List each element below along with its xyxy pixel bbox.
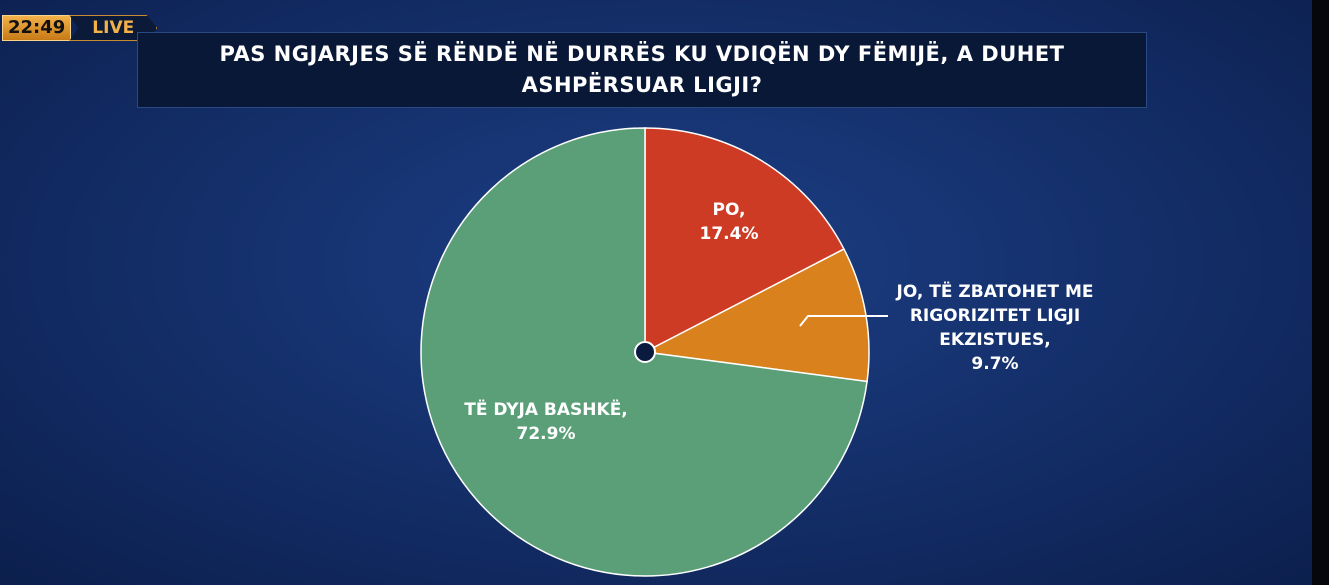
category-label: TË DYJA BASHKË, bbox=[464, 400, 628, 420]
value-label: 17.4% bbox=[699, 224, 759, 244]
slice-label: TË DYJA BASHKË, 72.9% bbox=[446, 398, 646, 446]
slice-label: PO, 17.4% bbox=[669, 198, 789, 246]
category-label: PO, bbox=[712, 200, 746, 220]
center-dot bbox=[634, 341, 656, 363]
category-label: JO, TË ZBATOHET ME RIGORIZITET LIGJI EKZ… bbox=[896, 282, 1094, 350]
value-label: 72.9% bbox=[516, 424, 576, 444]
slice-label: JO, TË ZBATOHET ME RIGORIZITET LIGJI EKZ… bbox=[895, 280, 1095, 376]
leader-line bbox=[799, 315, 888, 327]
time: 22:49 bbox=[2, 15, 72, 41]
edge bbox=[1312, 0, 1329, 585]
chart-title: PAS NGJARJES SË RËNDË NË DURRËS KU VDIQË… bbox=[219, 42, 1065, 97]
value-label: 9.7% bbox=[971, 354, 1019, 374]
logo: 22:49 LIVE bbox=[2, 15, 158, 41]
title-box: PAS NGJARJES SË RËNDË NË DURRËS KU VDIQË… bbox=[137, 32, 1147, 108]
pie-slice bbox=[644, 127, 845, 354]
pie-slice bbox=[642, 248, 870, 383]
